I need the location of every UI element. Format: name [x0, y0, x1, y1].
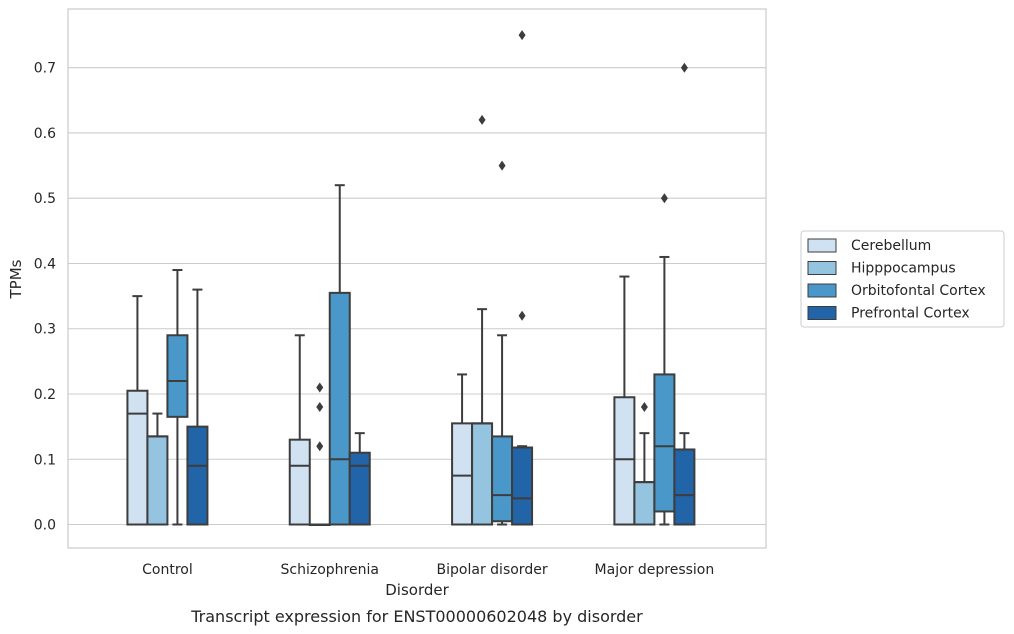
box — [166, 334, 189, 418]
outlier-point — [498, 160, 506, 171]
boxes — [126, 30, 696, 527]
box — [491, 435, 514, 523]
box-group — [288, 334, 311, 526]
box — [348, 451, 371, 526]
box — [146, 435, 169, 526]
x-tick-labels: Control Schizophrenia Bipolar disorder Majo… — [142, 562, 714, 578]
box-group — [511, 30, 534, 526]
box-group — [348, 432, 371, 526]
box-group — [166, 269, 189, 526]
y-tick-label: 0.0 — [34, 518, 56, 534]
box — [653, 373, 676, 513]
x-tick-label: Control — [142, 562, 193, 578]
legend-swatch — [807, 306, 837, 320]
box-group — [126, 295, 149, 526]
y-tick-label: 0.7 — [34, 61, 56, 77]
legend-label: Orbitofontal Cortex — [851, 283, 986, 299]
legend-label: Hipppocampus — [851, 261, 956, 277]
box-group — [491, 160, 514, 526]
outlier-point — [518, 30, 526, 41]
box — [511, 446, 534, 526]
box — [673, 448, 696, 526]
box-group — [471, 114, 494, 526]
outlier-point — [316, 441, 324, 452]
plot-area — [67, 8, 767, 549]
legend-swatch — [807, 283, 837, 298]
outlier-point — [478, 114, 486, 125]
box-group — [146, 412, 169, 526]
x-tick-label: Schizophrenia — [281, 562, 379, 578]
box — [451, 422, 474, 526]
legend: Cerebellum Hipppocampus Orbitofontal Corte… — [800, 230, 1005, 328]
y-axis-label: TPMs — [7, 259, 25, 299]
outlier-point — [640, 402, 648, 413]
x-tick-label: Bipolar disorder — [437, 562, 548, 578]
box — [288, 438, 311, 526]
box — [328, 291, 351, 526]
y-tick-label: 0.1 — [34, 452, 56, 468]
outlier-point — [518, 310, 526, 321]
box-group — [186, 288, 209, 526]
y-tick-label: 0.2 — [34, 387, 56, 403]
box — [633, 481, 656, 526]
box-group — [653, 193, 676, 526]
outlier-point — [660, 193, 668, 204]
box — [126, 389, 149, 526]
chart-caption: Transcript expression for ENST0000060204… — [190, 607, 643, 626]
box-group — [613, 275, 636, 526]
y-tick-label: 0.6 — [34, 126, 56, 142]
box — [186, 425, 209, 526]
outlier-point — [680, 62, 688, 73]
box-group — [328, 184, 351, 526]
x-axis-label: Disorder — [385, 581, 449, 599]
legend-label: Cerebellum — [851, 238, 931, 254]
y-tick-labels: 0.0 0.1 0.2 0.3 0.4 0.5 0.6 0.7 — [34, 61, 56, 534]
outlier-point — [316, 402, 324, 413]
box — [471, 422, 494, 526]
y-tick-label: 0.5 — [34, 191, 56, 207]
y-tick-label: 0.4 — [34, 256, 56, 272]
outlier-point — [316, 382, 324, 393]
legend-label: Prefrontal Cortex — [851, 306, 970, 322]
box-group — [673, 62, 696, 526]
box-group — [633, 402, 656, 526]
legend-swatch — [807, 261, 837, 275]
box-group — [451, 373, 474, 526]
y-tick-label: 0.3 — [34, 322, 56, 338]
box-group — [308, 382, 331, 527]
legend-swatch — [807, 238, 837, 253]
legend-frame — [800, 230, 1005, 328]
x-tick-label: Major depression — [595, 562, 715, 578]
box — [613, 396, 636, 526]
